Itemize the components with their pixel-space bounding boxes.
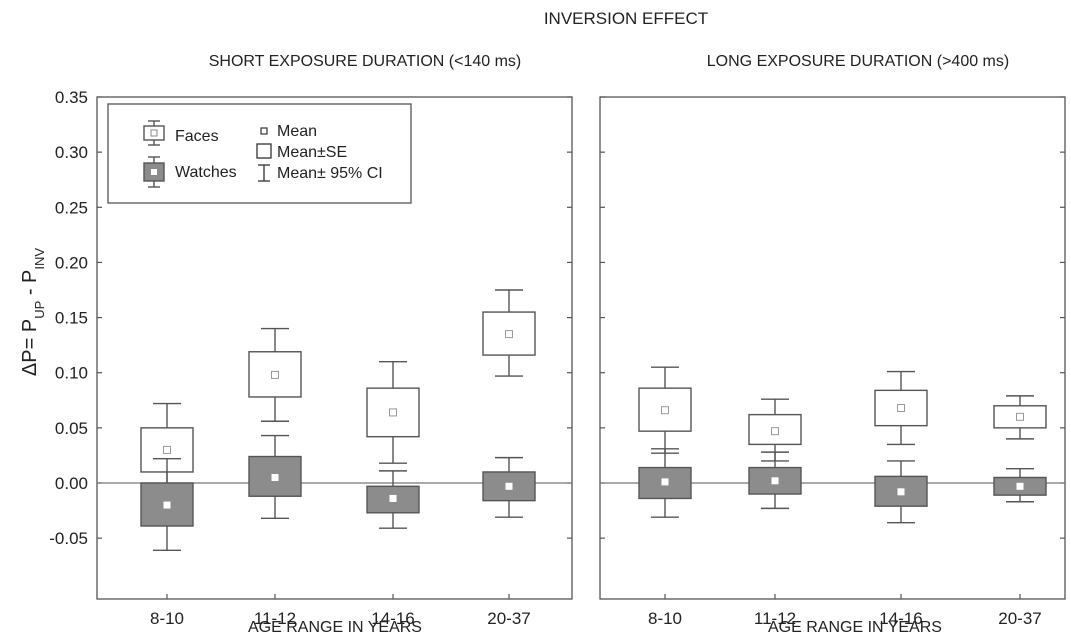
se-box — [748, 466, 802, 495]
legend-mean-label: Mean — [277, 123, 317, 140]
y-tick-label: 0.10 — [55, 364, 88, 383]
legend-faces-icon — [143, 120, 165, 146]
mean-marker — [1016, 482, 1024, 490]
y-tick-label: 0.00 — [55, 474, 88, 493]
mean-marker — [771, 427, 779, 436]
legend-mean-icon — [260, 127, 268, 135]
x-axis-ticks: 8-10 11-12 14-16 20-37 8-10 11-12 14-16 20-37 — [150, 594, 1042, 628]
watches-box-11-12 — [248, 434, 302, 519]
legend-frame — [107, 103, 412, 204]
watches-box-20-37 — [993, 467, 1047, 503]
mean-marker — [163, 445, 171, 454]
watches-box-20-37 — [482, 456, 536, 518]
x-tick-label: 20-37 — [487, 609, 530, 628]
panel-title-short: SHORT EXPOSURE DURATION (<140 ms) — [209, 53, 522, 70]
legend-faces-label: Faces — [175, 128, 219, 145]
y-tick-label: 0.35 — [55, 88, 88, 107]
y-tick-label: 0.30 — [55, 143, 88, 162]
faces-box-14-16 — [874, 370, 928, 446]
x-tick-label: 8-10 — [150, 609, 184, 628]
mean-marker — [505, 330, 513, 339]
y-tick-label: 0.20 — [55, 253, 88, 272]
se-box — [874, 475, 928, 507]
mean-marker — [163, 501, 171, 509]
mean-marker — [771, 477, 779, 485]
faces-box-11-12 — [248, 327, 302, 422]
mean-marker — [389, 494, 397, 502]
se-box — [482, 471, 536, 502]
y-axis-ticks: 0.35 0.30 0.25 0.20 0.15 0.10 0.05 0.00 -0.05 — [49, 88, 1065, 548]
watches-box-11-12 — [748, 451, 802, 510]
y-axis-label: ΔP= PUP - PINV — [19, 248, 47, 376]
watches-box-14-16 — [366, 470, 420, 529]
legend-se-label: Mean±SE — [277, 144, 347, 161]
x-tick-label: 20-37 — [998, 609, 1041, 628]
mean-marker — [271, 370, 279, 379]
faces-box-14-16 — [366, 360, 420, 464]
mean-marker — [897, 488, 905, 496]
legend-watches-icon — [143, 156, 165, 188]
watches-box-14-16 — [874, 460, 928, 524]
panel-frame-short — [96, 96, 573, 600]
x-tick-label: 11-12 — [754, 609, 796, 628]
x-tick-label: 8-10 — [648, 609, 682, 628]
watches-box-8-10 — [140, 458, 194, 551]
mean-marker — [661, 406, 669, 415]
legend: Faces Watches Mean Mean±SE Mean± 95% CI — [107, 103, 412, 204]
mean-marker — [505, 482, 513, 490]
faces-box-20-37 — [993, 395, 1047, 440]
box-marks — [97, 289, 1065, 551]
faces-box-20-37 — [482, 289, 536, 377]
y-tick-label: -0.05 — [49, 529, 88, 548]
watches-box-8-10 — [638, 448, 692, 518]
mean-marker — [271, 473, 279, 481]
y-tick-label: 0.25 — [55, 198, 88, 217]
y-tick-label: 0.15 — [55, 309, 88, 328]
x-axis-label-short: AGE RANGE IN YEARS — [248, 619, 422, 636]
legend-ci-label: Mean± 95% CI — [277, 165, 383, 182]
x-tick-label: 14-16 — [371, 609, 414, 628]
chart-title: INVERSION EFFECT — [544, 9, 708, 28]
x-tick-label: 14-16 — [879, 609, 922, 628]
legend-ci-icon — [258, 164, 270, 182]
legend-se-icon — [256, 143, 272, 159]
mean-marker — [1016, 412, 1024, 421]
mean-marker — [661, 478, 669, 486]
x-axis-label-long: AGE RANGE IN YEARS — [768, 619, 942, 636]
legend-watches-label: Watches — [175, 164, 237, 181]
mean-marker — [897, 404, 905, 413]
panel-title-long: LONG EXPOSURE DURATION (>400 ms) — [707, 53, 1009, 70]
faces-box-8-10 — [638, 366, 692, 454]
faces-box-11-12 — [748, 398, 802, 462]
mean-marker — [389, 408, 397, 417]
x-tick-label: 11-12 — [254, 609, 296, 628]
y-tick-label: 0.05 — [55, 419, 88, 438]
panel-frame-long — [599, 96, 1066, 600]
